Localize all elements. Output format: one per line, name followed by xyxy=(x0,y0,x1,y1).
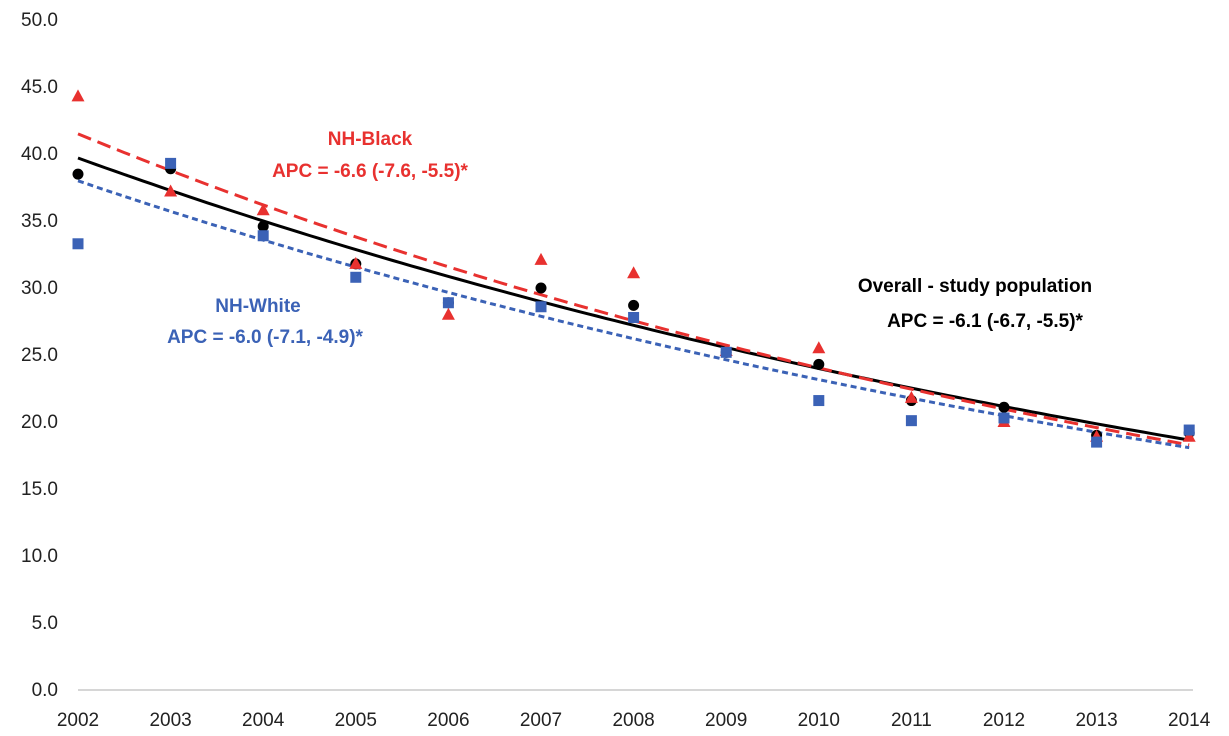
point-nh-black xyxy=(534,252,548,265)
annotation-overall: Overall - study population xyxy=(858,276,1092,297)
point-nh-white xyxy=(998,412,1010,424)
x-tick-label: 2007 xyxy=(520,710,562,731)
point-nh-black xyxy=(441,307,455,320)
x-tick-label: 2011 xyxy=(891,710,932,731)
point-nh-white xyxy=(1183,424,1195,436)
point-nh-black xyxy=(164,184,178,197)
point-overall xyxy=(998,401,1010,413)
x-tick-label: 2014 xyxy=(1168,710,1211,731)
annotation-nh-black: NH-Black xyxy=(328,129,413,150)
point-nh-white xyxy=(1091,436,1103,448)
point-nh-white xyxy=(442,297,454,309)
y-tick-label: 5.0 xyxy=(32,613,58,634)
point-nh-black xyxy=(349,256,363,269)
point-nh-white xyxy=(905,415,917,427)
point-nh-black xyxy=(904,390,918,403)
point-nh-white xyxy=(257,230,269,242)
point-overall xyxy=(535,282,547,294)
point-overall xyxy=(257,220,269,232)
point-nh-white xyxy=(720,346,732,358)
point-nh-black xyxy=(256,203,270,216)
x-tick-label: 2013 xyxy=(1075,710,1117,731)
point-nh-white xyxy=(165,157,177,169)
x-tick-label: 2012 xyxy=(983,710,1025,731)
annotation-overall-apc: APC = -6.1 (-6.7, -5.5)* xyxy=(887,311,1083,332)
point-overall xyxy=(628,299,640,311)
y-tick-label: 45.0 xyxy=(21,77,58,98)
x-tick-label: 2004 xyxy=(242,710,285,731)
y-tick-label: 0.0 xyxy=(32,680,58,701)
point-nh-black xyxy=(71,89,85,102)
y-tick-label: 40.0 xyxy=(21,144,58,165)
y-tick-label: 30.0 xyxy=(21,278,58,299)
y-tick-label: 35.0 xyxy=(21,211,58,232)
point-nh-black xyxy=(1182,429,1196,442)
x-tick-label: 2005 xyxy=(335,710,377,731)
annotation-nh-black-apc: APC = -6.6 (-7.6, -5.5)* xyxy=(272,161,468,182)
point-nh-white xyxy=(535,301,547,313)
point-nh-white xyxy=(628,311,640,323)
x-tick-label: 2006 xyxy=(427,710,469,731)
point-nh-white xyxy=(813,395,825,407)
x-tick-label: 2003 xyxy=(149,710,191,731)
x-tick-label: 2010 xyxy=(798,710,840,731)
y-tick-label: 15.0 xyxy=(21,479,58,500)
x-tick-label: 2008 xyxy=(612,710,654,731)
point-nh-white xyxy=(350,271,362,283)
annotation-nh-white-apc: APC = -6.0 (-7.1, -4.9)* xyxy=(167,327,363,348)
point-overall xyxy=(72,168,84,180)
y-tick-label: 50.0 xyxy=(21,10,58,31)
x-tick-label: 2009 xyxy=(705,710,747,731)
point-overall xyxy=(813,358,825,370)
point-nh-black xyxy=(627,266,641,279)
y-tick-label: 10.0 xyxy=(21,546,58,567)
x-tick-label: 2002 xyxy=(57,710,99,731)
y-tick-label: 25.0 xyxy=(21,345,58,366)
y-tick-label: 20.0 xyxy=(21,412,58,433)
annotation-nh-white: NH-White xyxy=(215,296,300,317)
point-nh-black xyxy=(812,341,826,354)
point-nh-white xyxy=(72,238,84,250)
